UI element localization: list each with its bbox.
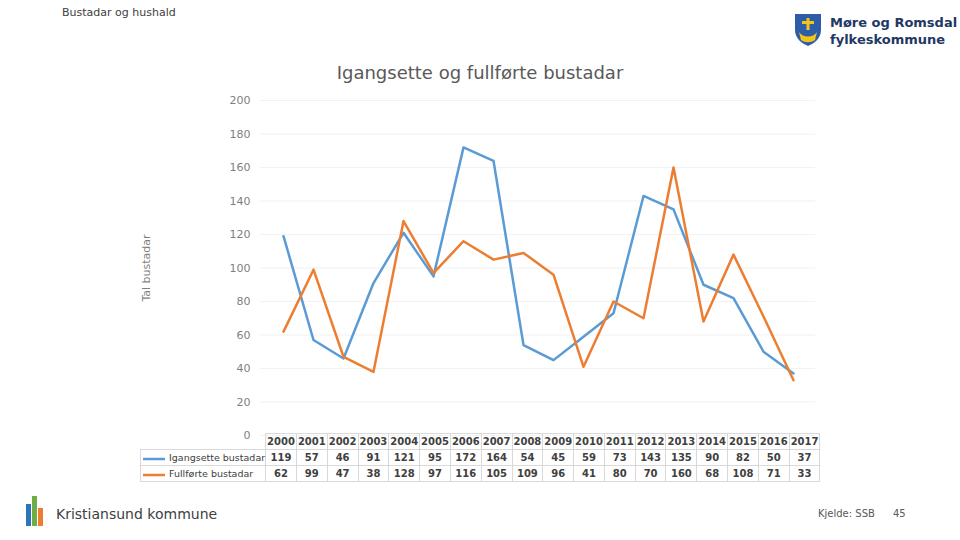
html-text:fylkeskommune: fylkeskommune [830,32,946,47]
html-text:41: 41 [582,468,596,479]
html-text:143: 143 [640,452,661,463]
html-text:Møre og Romsdal: Møre og Romsdal [830,15,958,30]
html-text:97: 97 [428,468,442,479]
html-text:91: 91 [366,452,381,463]
html-text:38: 38 [366,468,381,479]
svg-text:Tal bustadar: Tal bustadar [140,234,153,303]
svg-text:100: 100 [230,262,251,275]
html-text:Bustadar og hushald: Bustadar og hushald [62,6,176,19]
html-text:128: 128 [393,468,415,479]
html-text:Kristiansund kommune: Kristiansund kommune [56,506,218,522]
html-text:82: 82 [736,452,750,463]
html-text:90: 90 [705,452,720,463]
html-text:Kjelde: SSB: Kjelde: SSB [818,508,875,519]
html-text:59: 59 [582,452,596,463]
html-text:45: 45 [551,452,566,463]
html-text:2000 2001 2002 2003 2004 2005: 2000 2001 2002 2003 2004 2005 2006 2007 … [267,436,819,447]
svg-text:120: 120 [230,228,251,241]
html-text:99: 99 [304,468,319,479]
html-text:Fullførte bustadar: Fullførte bustadar [169,468,254,479]
html-text:68: 68 [705,468,720,479]
html-text:108: 108 [732,468,754,479]
html-text:47: 47 [335,468,350,479]
html-text:33: 33 [797,468,812,479]
html-text:Igangsette og fullførte bustad: Igangsette og fullførte bustadar [336,62,624,83]
html-text:164: 164 [486,452,507,463]
svg-text:180: 180 [230,128,251,141]
html-text:62: 62 [274,468,288,479]
html-text:116: 116 [455,468,477,479]
html-text:70: 70 [643,468,658,479]
html-text:54: 54 [520,452,535,463]
html-text:73: 73 [612,452,627,463]
html-text:80: 80 [612,468,627,479]
html-text:45: 45 [893,508,906,519]
html-text:109: 109 [517,468,538,479]
html-text:160: 160 [670,468,692,479]
html-text:37: 37 [797,452,812,463]
html-text:105: 105 [486,468,507,479]
svg-text:20: 20 [237,396,251,409]
svg-text:160: 160 [230,161,251,174]
html-text:71: 71 [766,468,781,479]
svg-text:140: 140 [230,195,251,208]
svg-text:200: 200 [230,94,251,107]
html-text:Igangsette bustadar: Igangsette bustadar [169,452,266,463]
html-text:46: 46 [335,452,350,463]
html-text:119: 119 [270,452,292,463]
svg-text:60: 60 [237,329,251,342]
svg-text:0: 0 [244,429,251,442]
html-text:172: 172 [455,452,477,463]
html-text:96: 96 [551,468,566,479]
html-text:121: 121 [393,452,415,463]
html-text:50: 50 [766,452,781,463]
svg-text:40: 40 [237,362,251,375]
svg-text:80: 80 [237,295,251,308]
html-text:57: 57 [304,452,319,463]
html-text:135: 135 [670,452,692,463]
html-text:95: 95 [428,452,442,463]
